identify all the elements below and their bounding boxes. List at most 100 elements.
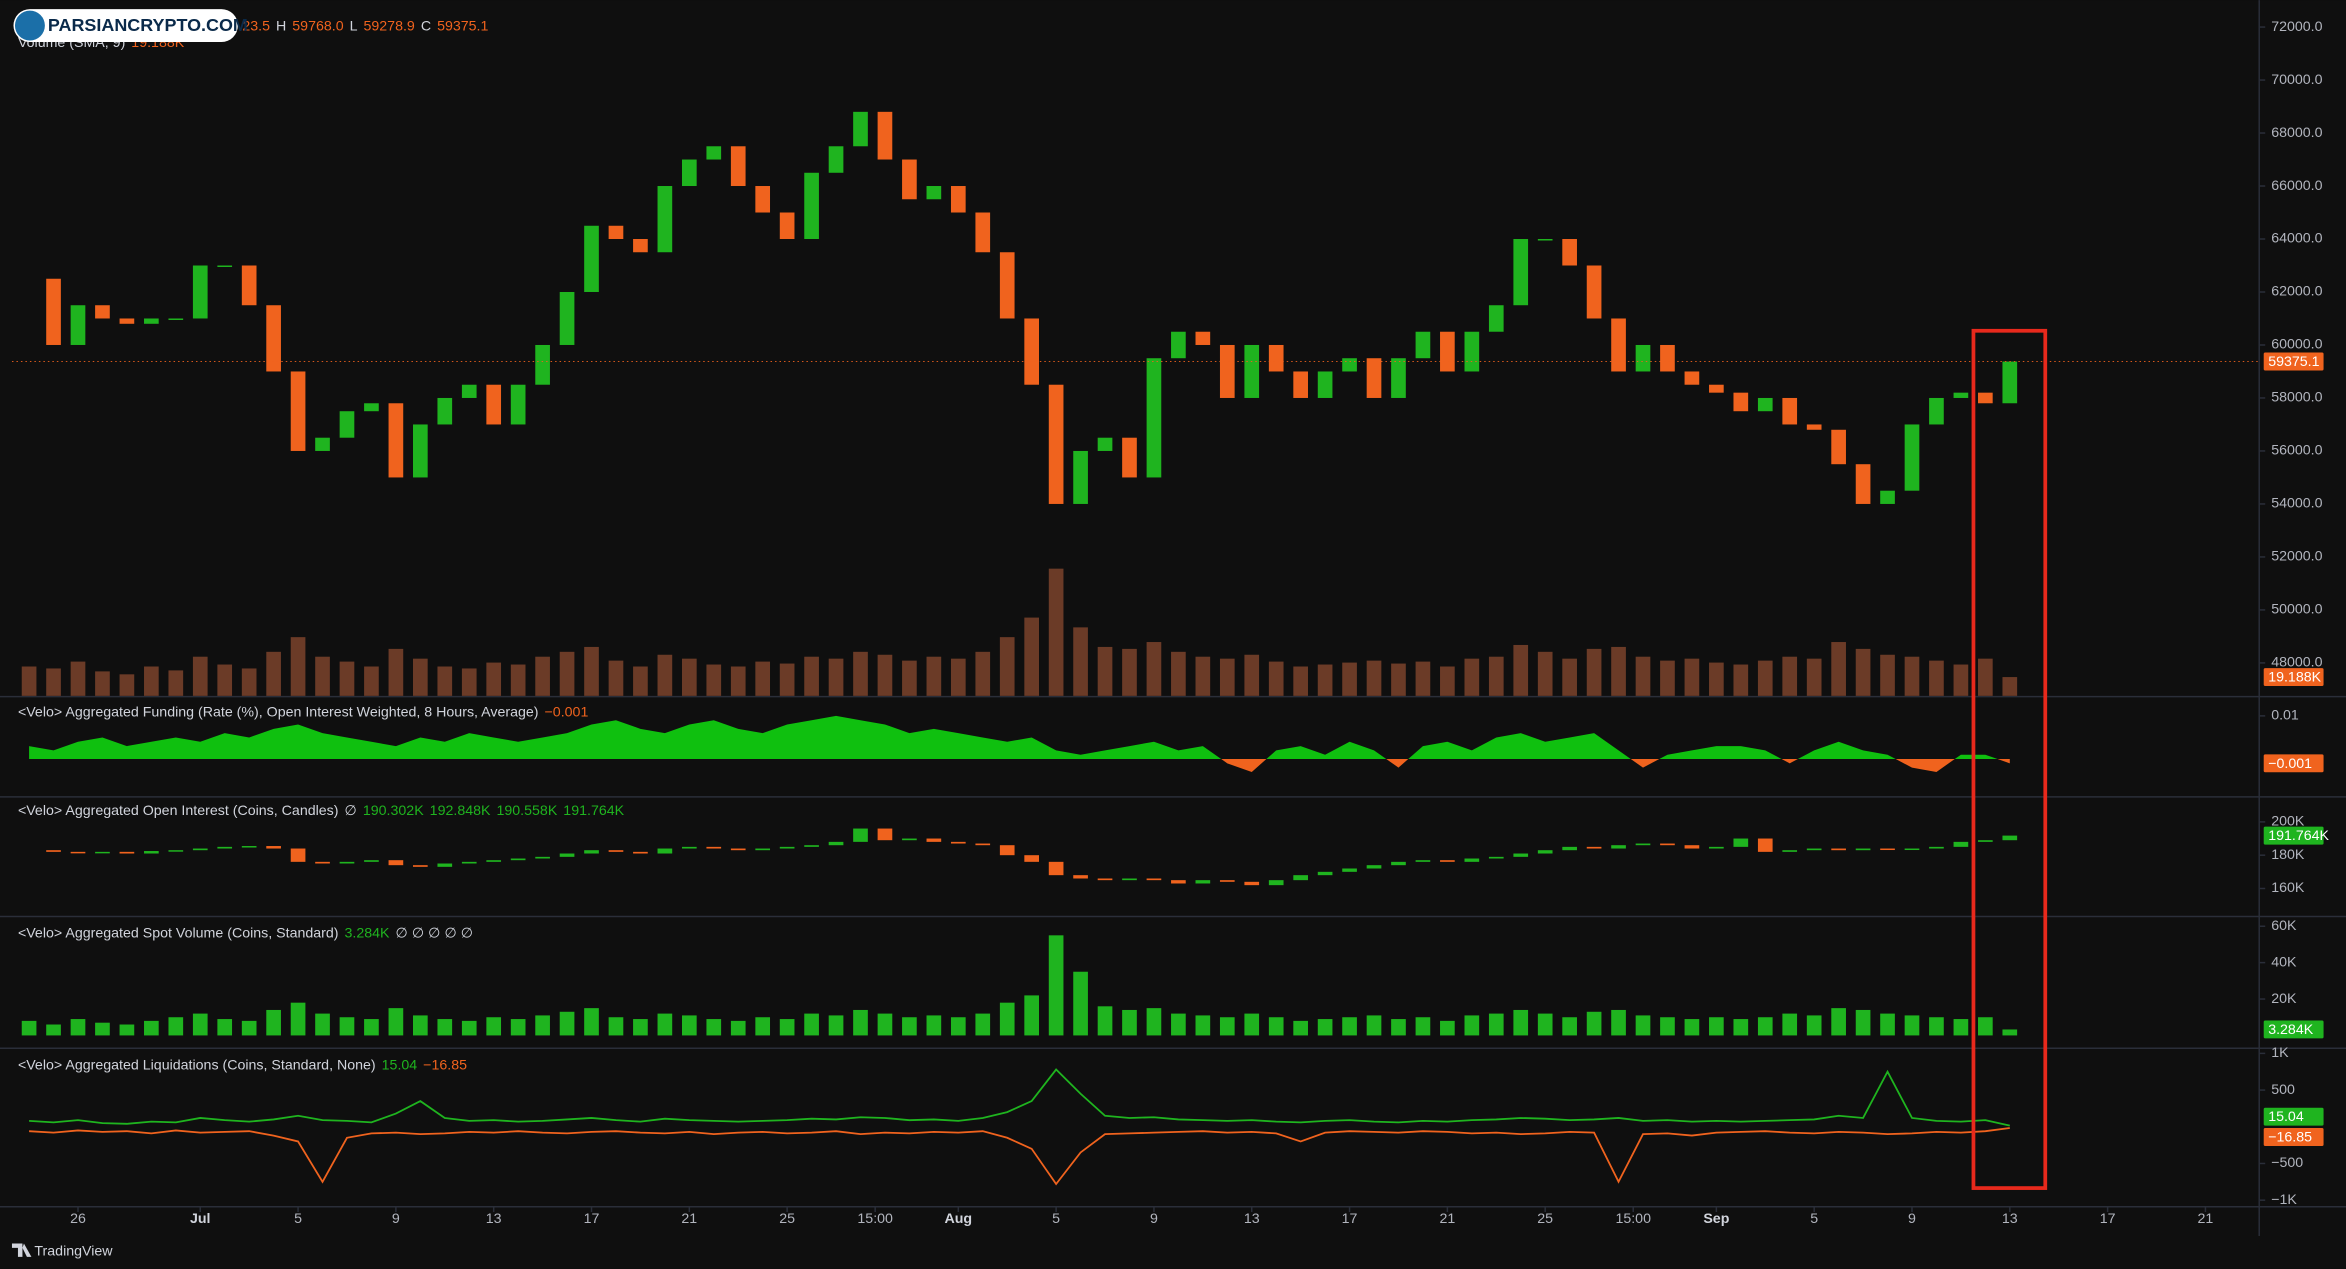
last-value-label: 19.188K [2268,670,2321,686]
legend-value: H [276,18,286,34]
volume-bar [1831,1008,1846,1036]
candle [535,856,550,859]
pane-legend: <Velo> Aggregated Open Interest (Coins, … [18,803,625,819]
volume-bar [779,1019,795,1036]
pane-title: <Velo> Aggregated Funding (Rate (%), Ope… [18,704,539,720]
candle [1195,331,1211,345]
candle [1366,358,1382,398]
brand-text: PARSIANCRYPTO.COM [48,15,248,35]
volume-bar [95,1022,110,1036]
candle [1660,843,1675,846]
candle [1978,840,1993,842]
volume-bar [1391,663,1406,696]
y-tick-label: 200K [2271,814,2305,830]
legend-value: 23.5 [242,18,270,34]
legend-value: 59278.9 [363,18,414,34]
x-tick-label: 25 [779,1211,795,1227]
candle [1268,880,1284,886]
volume-bar [1806,658,1822,696]
pane-title: <Velo> Aggregated Open Interest (Coins, … [18,803,339,819]
last-value-label: 3.284K [2268,1022,2314,1038]
volume-bar [828,658,844,696]
legend-value: L [350,18,358,34]
volume-bar [584,646,599,696]
volume-bar [1146,642,1162,696]
volume-bar [975,651,991,696]
candle [853,111,868,147]
volume-bar [1317,664,1333,696]
candle [755,848,771,851]
volume-bar [1733,1019,1749,1036]
volume-bar [926,1015,942,1036]
candle [95,305,110,319]
legend-value: 190.302K [363,803,424,819]
volume-bar [1537,651,1553,696]
volume-bar [1513,644,1529,696]
volume-bar [21,1020,37,1036]
volume-bar [681,658,697,696]
volume-bar [1342,662,1357,696]
y-tick-label: −1K [2271,1192,2297,1208]
pane-legend: <Velo> Aggregated Funding (Rate (%), Ope… [18,704,589,720]
volume-bar [1733,664,1749,696]
candle [1024,855,1040,862]
last-value-label: −16.85 [2268,1129,2312,1145]
candle [46,850,61,852]
y-tick-label: 52000.0 [2271,549,2322,565]
volume-bar [1880,654,1895,696]
brand-background [13,9,238,43]
candle [633,851,648,854]
x-tick-label: 25 [1537,1211,1553,1227]
x-tick-label: 13 [1244,1211,1260,1227]
volume-bar [559,651,575,696]
candle [1782,850,1798,852]
last-value-badge [2263,352,2324,371]
volume-bar [1660,1017,1675,1036]
candle [2002,835,2018,841]
volume-bar [1097,646,1113,696]
volume-bar [950,658,966,696]
candle [559,853,575,857]
volume-bar [1024,995,1040,1036]
volume-bar [1904,1015,1920,1036]
volume-bar [217,664,233,696]
candle [1562,239,1577,266]
legend-value: −16.85 [423,1057,467,1073]
candle [1391,358,1406,398]
candle [657,186,673,253]
volume-bar [1415,1017,1431,1036]
candle [1122,437,1137,478]
volume-bar [486,1017,502,1036]
volume-bar [1171,1013,1186,1036]
candle [168,318,184,320]
volume-bar [2002,677,2018,696]
volume-bar [999,637,1015,696]
candle [1488,305,1504,332]
candle [1122,878,1137,881]
candle [950,841,966,844]
x-tick-label: 17 [2100,1211,2116,1227]
volume-bar [486,662,502,696]
candle [1978,392,1993,404]
candle [1464,858,1480,862]
candle [1415,331,1431,359]
volume-bar [1611,1009,1626,1036]
candle [1782,397,1798,425]
x-tick-label: 21 [2198,1211,2214,1227]
volume-bar [608,1017,624,1036]
volume-bar [926,656,942,696]
last-value-label: −0.001 [2268,756,2312,772]
volume-bar [1562,1017,1577,1036]
volume-bar [119,674,135,696]
y-tick-label: 160K [2271,880,2305,896]
volume-bar [364,1019,379,1036]
volume-bar [853,651,868,696]
volume-bar [1978,1017,1993,1036]
volume-bar [388,1008,404,1036]
candle [1219,344,1235,398]
candle [706,146,722,160]
legend-value: 3.284K [345,925,391,941]
y-tick-label: 62000.0 [2271,284,2322,300]
